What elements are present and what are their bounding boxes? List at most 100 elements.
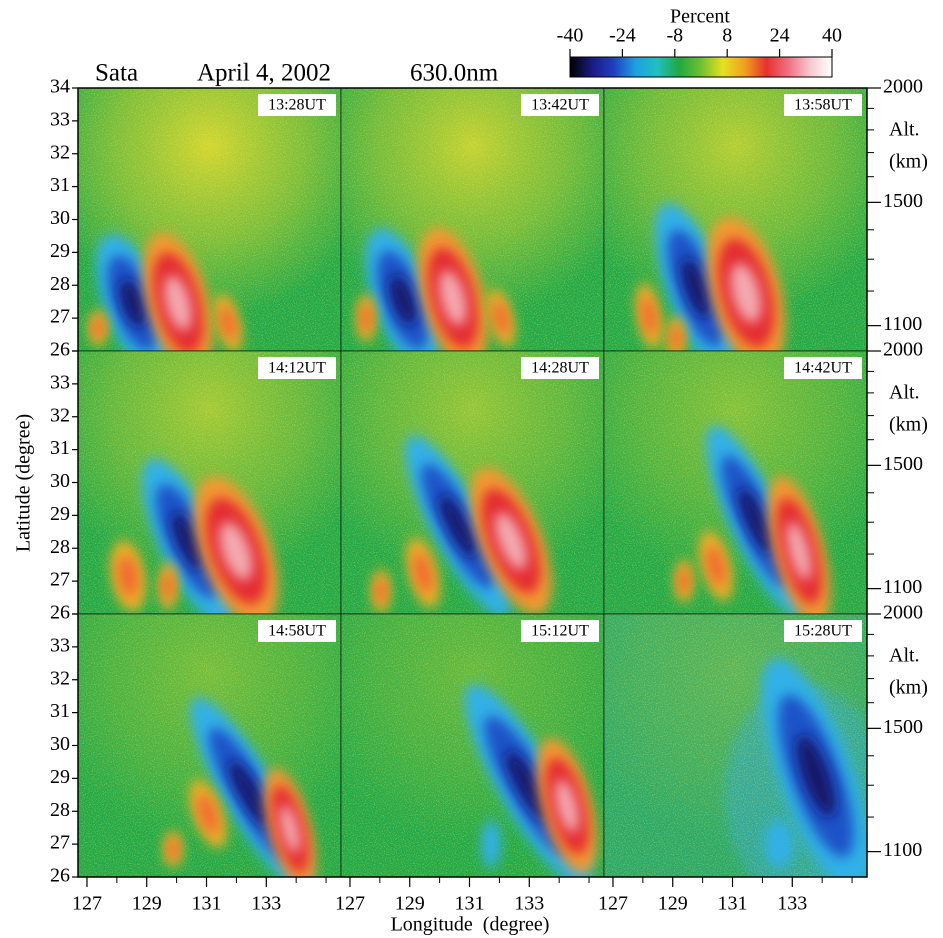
y-tick-label: 26 [50,339,70,361]
colorbar-label: Percent [670,6,730,28]
y2-tick-label: 2000 [883,339,923,361]
y2-tick-label: 1500 [883,716,923,738]
panel-label-box [521,357,599,379]
panel-label-box [258,620,336,642]
panel-label-box [521,94,599,116]
panel-label-box [784,357,862,379]
y-tick-label: 30 [50,470,70,492]
y-tick-label: 33 [50,634,70,656]
panel-label-box [258,357,336,379]
panel [78,614,341,877]
y-tick-label: 26 [50,602,70,624]
panel-blob [167,838,179,860]
panel-blob [117,555,139,597]
y-tick-label: 31 [50,174,70,196]
y2-tick-label: 2000 [883,602,923,624]
panel-blob [681,258,711,318]
y2-axis-label: (km) [889,151,928,173]
colorbar [569,56,833,78]
panel-blob [229,760,271,828]
panel-label-box [521,620,599,642]
y2-tick-label: 1500 [883,453,923,475]
colorbar-tick-label: 24 [770,25,790,47]
y-tick-label: 33 [50,108,70,130]
wavelength: 630.0nm [410,60,499,87]
y-tick-label: 30 [50,733,70,755]
panel-blob [439,270,467,326]
x-tick-label: 131 [455,893,485,915]
panel-blob [164,275,192,331]
panel-label: 13:42UT [531,97,589,114]
x-tick-label: 133 [514,893,544,915]
panel-blob [506,751,550,821]
y2-axis-label: Alt. [889,382,920,404]
y-tick-label: 26 [50,865,70,887]
colorbar-tick-label: -24 [609,25,636,47]
x-axis-label: Longitude (degree) [391,914,550,936]
y-tick-label: 32 [50,141,70,163]
panel-label: 15:28UT [794,623,852,640]
y2-axis-label: Alt. [889,119,920,141]
panel-blob [641,296,657,336]
y2-axis-label: Alt. [889,645,920,667]
y-tick-label: 27 [50,569,70,591]
panel-blob [375,578,387,604]
x-tick-label: 133 [251,893,281,915]
panel-label: 14:42UT [794,360,852,377]
panel [341,351,604,614]
panel-blob [797,735,835,817]
panel-blob [670,325,682,351]
x-tick-label: 127 [598,893,628,915]
panel-label: 13:58UT [794,97,852,114]
y-axis-label: Latitude (degree) [13,414,35,552]
y2-axis-label: (km) [889,677,928,699]
panel-label: 15:12UT [531,623,589,640]
panel-blob [555,779,579,833]
panel-blob [92,317,104,339]
x-tick-label: 131 [718,893,748,915]
y-tick-label: 27 [50,306,70,328]
panel [341,614,604,877]
y2-tick-label: 2000 [883,76,923,98]
y-tick-label: 31 [50,437,70,459]
panel-blob [162,572,174,600]
y2-tick-label: 1100 [883,313,922,335]
colorbar-tick-label: 8 [722,25,732,47]
panel-blob [413,552,433,594]
panel-blob [678,568,690,594]
panel-label: 14:12UT [268,360,326,377]
y-tick-label: 31 [50,700,70,722]
panel-label: 13:28UT [268,97,326,114]
y-tick-label: 27 [50,832,70,854]
panel-blob [219,521,253,581]
y-tick-label: 33 [50,371,70,393]
y-tick-label: 29 [50,766,70,788]
y-tick-label: 29 [50,240,70,262]
panel-blob [197,794,219,834]
x-tick-label: 127 [72,893,102,915]
x-tick-label: 133 [777,893,807,915]
panel-label: 14:58UT [268,623,326,640]
panel-blob [786,521,812,581]
y2-axis-label: (km) [889,414,928,436]
panel-blob [120,279,146,327]
y2-tick-label: 1500 [883,190,923,212]
panel-blob [172,512,204,570]
panel [604,614,867,877]
panel-label: 14:28UT [531,360,589,377]
y-tick-label: 32 [50,667,70,689]
panel [78,88,341,351]
panel-blob [390,275,416,325]
panel-blob [706,545,726,587]
y-tick-label: 28 [50,536,70,558]
y2-tick-label: 1100 [883,839,922,861]
panel-blob [730,263,762,323]
panel-blob [494,512,528,570]
panel-label-box [258,94,336,116]
panel [604,88,867,351]
panel-blob [492,300,510,336]
y-tick-label: 34 [50,76,70,98]
x-tick-label: 129 [132,893,162,915]
panel [604,351,867,614]
